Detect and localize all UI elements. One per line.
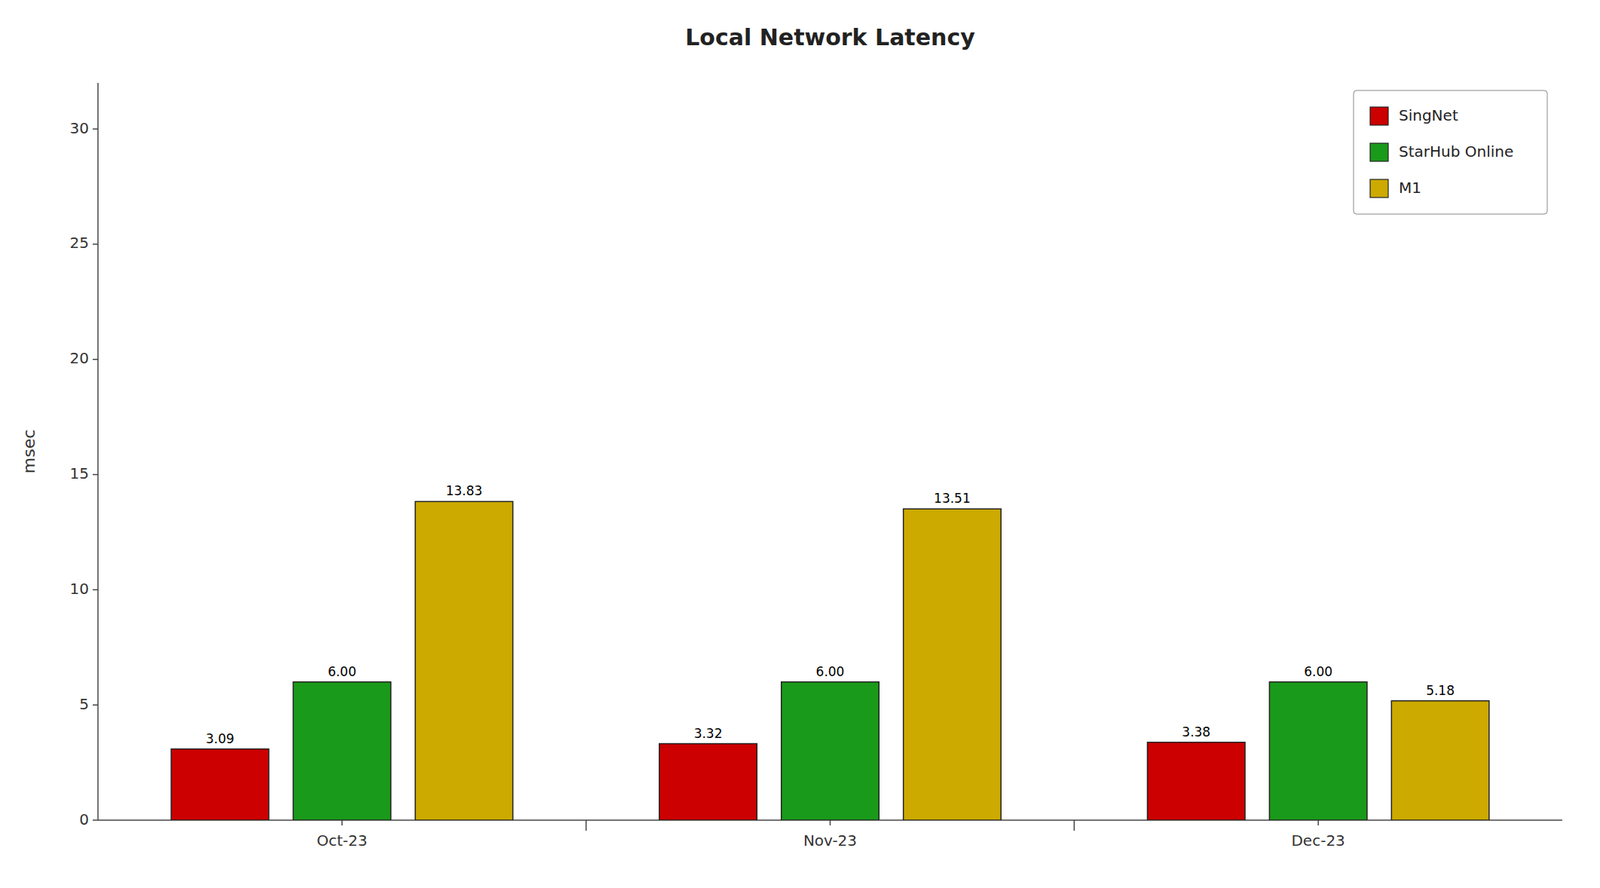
chart-svg: Local Network Latency msec 0 5 10 15 20 25 30 Oct…: [0, 0, 1600, 888]
data-label: 6.00: [327, 663, 357, 680]
data-label: 5.18: [1425, 682, 1455, 698]
x-tick: [341, 819, 343, 826]
bar: [1391, 700, 1490, 820]
legend-swatch: [1370, 107, 1389, 126]
legend-label: StarHub Online: [1398, 142, 1514, 161]
legend-label: SingNet: [1398, 106, 1459, 125]
data-label: 6.00: [816, 663, 845, 680]
x-tick: [829, 819, 832, 826]
bar: [1147, 742, 1246, 820]
legend: SingNet StarHub Online M1: [1353, 90, 1548, 215]
x-tick-label: Dec-23: [1291, 831, 1345, 850]
bars: [171, 501, 1490, 820]
bar: [903, 508, 1002, 820]
y-axis-line: [97, 82, 99, 820]
data-labels: 3.09 3.32 3.38 6.00 6.00 6.00 13.83 13.51 5.18: [205, 483, 1455, 746]
bar: [781, 682, 880, 820]
data-label: 6.00: [1303, 663, 1333, 680]
group-separator: [585, 819, 588, 831]
y-tick: [92, 703, 98, 706]
group-separator: [1073, 819, 1076, 831]
y-tick: [92, 358, 98, 361]
y-tick-label: 5: [79, 694, 89, 713]
data-label: 3.32: [694, 725, 723, 741]
data-label: 13.83: [445, 483, 483, 499]
y-tick-label: 25: [70, 233, 89, 252]
y-tick: [92, 128, 98, 130]
data-label: 3.38: [1181, 724, 1211, 740]
legend-frame: [1353, 90, 1548, 215]
x-tick: [1317, 819, 1319, 826]
y-axis-label: msec: [19, 429, 39, 475]
bar: [415, 501, 514, 820]
page: {"chart_data": {"type": "bar", "title": …: [0, 0, 1600, 888]
data-label: 3.09: [205, 731, 235, 747]
y-tick: [92, 819, 98, 821]
y-tick-label: 0: [79, 810, 89, 829]
x-tick-label: Nov-23: [803, 831, 857, 850]
y-tick-label: 15: [70, 464, 89, 483]
bar: [293, 682, 392, 820]
bar: [171, 749, 270, 820]
y-tick-label: 20: [70, 348, 89, 368]
legend-label: M1: [1398, 178, 1422, 197]
legend-swatch: [1370, 143, 1389, 162]
y-tick: [92, 589, 98, 591]
chart-container: Local Network Latency msec 0 5 10 15 20 25 30 Oct…: [0, 0, 1600, 888]
y-tick: [92, 243, 98, 245]
y-tick-label: 10: [70, 579, 89, 598]
bar: [1269, 682, 1368, 820]
data-label: 13.51: [933, 490, 971, 506]
y-tick-label: 30: [70, 119, 89, 138]
y-tick: [92, 474, 98, 476]
x-tick-label: Oct-23: [316, 831, 368, 850]
title: Local Network Latency: [685, 24, 976, 51]
bar: [659, 743, 758, 820]
legend-swatch: [1370, 179, 1389, 198]
